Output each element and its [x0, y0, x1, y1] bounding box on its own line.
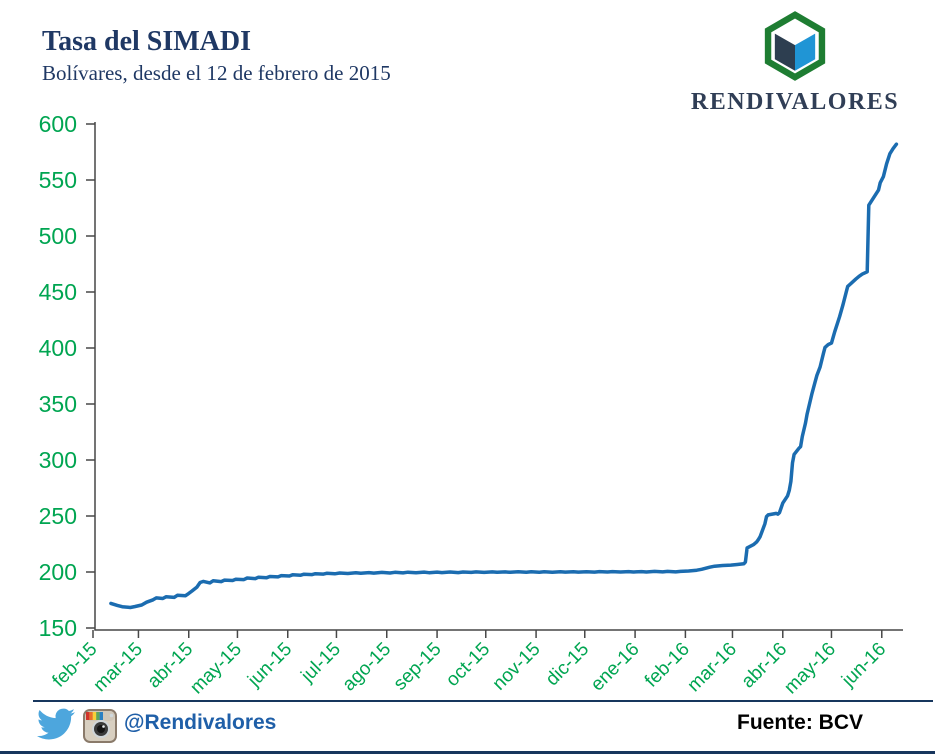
- x-tick-label: jun-16: [837, 639, 890, 692]
- x-tick-label: mar-15: [90, 639, 147, 696]
- x-tick-label: mar-16: [684, 639, 741, 696]
- rendivalores-logo: RENDIVALORES: [660, 10, 930, 116]
- y-tick-label: 450: [39, 279, 77, 305]
- x-tick-label: may-15: [186, 639, 246, 699]
- y-tick-label: 600: [39, 111, 77, 137]
- x-tick-label: may-16: [780, 639, 840, 699]
- source-label: Fuente: BCV: [737, 711, 863, 734]
- footer-bottom-line: [0, 751, 935, 754]
- x-tick-label: dic-15: [542, 639, 593, 690]
- x-tick-label: nov-15: [489, 639, 545, 695]
- y-tick-label: 350: [39, 391, 77, 417]
- chart-subtitle: Bolívares, desde el 12 de febrero de 201…: [42, 61, 391, 85]
- x-tick-label: oct-15: [442, 639, 494, 691]
- x-tick-label: jun-15: [243, 639, 296, 692]
- social-handle: @Rendivalores: [124, 711, 277, 734]
- rate-line: [109, 142, 899, 610]
- chart-title: Tasa del SIMADI: [42, 26, 252, 57]
- footer-separator-line: [33, 700, 933, 702]
- x-tick-label: jul-15: [297, 639, 345, 687]
- twitter-icon: [35, 705, 77, 748]
- instagram-icon: [82, 708, 118, 749]
- y-tick-label: 150: [39, 615, 77, 641]
- y-tick-label: 550: [39, 167, 77, 193]
- x-tick-label: ago-15: [339, 639, 396, 696]
- y-tick-label: 250: [39, 503, 77, 529]
- x-tick-label: sep-15: [390, 639, 446, 695]
- y-tick-label: 200: [39, 559, 77, 585]
- rendivalores-cube-icon: [764, 11, 826, 81]
- x-tick-label: ene-16: [587, 639, 644, 696]
- y-tick-label: 500: [39, 223, 77, 249]
- y-tick-label: 300: [39, 447, 77, 473]
- rendivalores-logo-text: RENDIVALORES: [690, 89, 900, 115]
- y-tick-label: 400: [39, 335, 77, 361]
- chart-axes: [94, 122, 903, 631]
